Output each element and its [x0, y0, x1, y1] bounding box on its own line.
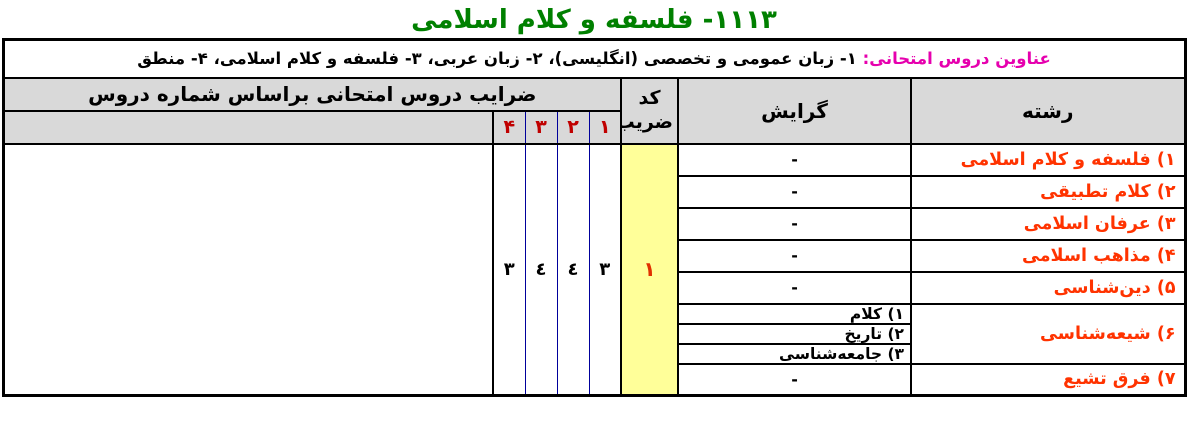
- table-row: ۷) فرق تشیع -: [3, 362, 1187, 397]
- orientation-value: -: [677, 270, 913, 305]
- exam-subjects-row: عناوین دروس امتحانی: ۱- زبان عمومی و تخص…: [1, 38, 1187, 79]
- coefficient-code-value: ۱: [620, 142, 680, 397]
- course-number-1: ۱: [588, 109, 623, 145]
- column-header-coefficient-code: کد ضریب: [620, 76, 680, 145]
- header-row: رشته گرایش کد ضریب ضرایب دروس امتحانی بر…: [1, 76, 1187, 145]
- page-title: ۱۱۱۳- فلسفه و کلام اسلامی: [411, 5, 777, 35]
- table-row: ۵) دین‌شناسی -: [3, 270, 1187, 305]
- exam-coefficients-table: عناوین دروس امتحانی: ۱- زبان عمومی و تخص…: [1, 38, 1187, 397]
- orientation-value: -: [677, 142, 913, 177]
- table-row: ۲) کلام تطبیقی -: [3, 174, 1187, 209]
- column-header-coefficients: ضرایب دروس امتحانی براساس شماره دروس: [1, 76, 623, 112]
- table-row: ۳) عرفان اسلامی -: [3, 206, 1187, 241]
- subheader-empty-cell: [1, 109, 495, 145]
- field-name: ۴) مذاهب اسلامی: [910, 238, 1187, 273]
- table-row: ۶) شیعه‌شناسی ۱) کلام: [3, 302, 1187, 365]
- column-header-orientation: گرایش: [677, 76, 913, 145]
- coefficient-course-2: ٤: [556, 142, 590, 397]
- column-header-field: رشته: [910, 76, 1187, 145]
- orientation-value: ۲) تاریخ: [677, 322, 913, 345]
- coefficient-course-4: ۳: [492, 142, 526, 397]
- orientation-value: -: [677, 238, 913, 273]
- table-row: ۴) مذاهب اسلامی -: [3, 238, 1187, 273]
- field-name: ۷) فرق تشیع: [910, 362, 1187, 397]
- exam-subjects-cell: عناوین دروس امتحانی: ۱- زبان عمومی و تخص…: [1, 38, 1187, 79]
- exam-subjects-text: ۱- زبان عمومی و تخصصی (انگلیسی)، ۲- زبان…: [137, 49, 863, 69]
- field-name: ۳) عرفان اسلامی: [910, 206, 1187, 241]
- coefficient-course-1: ۳: [588, 142, 623, 397]
- orientation-value: -: [677, 174, 913, 209]
- course-number-2: ۲: [556, 109, 590, 145]
- course-number-3: ۳: [524, 109, 558, 145]
- field-name: ۱) فلسفه و کلام اسلامی: [910, 142, 1187, 177]
- field-name: ۵) دین‌شناسی: [910, 270, 1187, 305]
- field-name: ۲) کلام تطبیقی: [910, 174, 1187, 209]
- orientation-value: -: [677, 206, 913, 241]
- course-numbers-row: ۱ ۲ ۳ ۴: [1, 109, 1185, 145]
- course-number-4: ۴: [492, 109, 526, 145]
- exam-subjects-label: عناوین دروس امتحانی:: [862, 49, 1051, 69]
- orientation-value: ۳) جامعه‌شناسی: [677, 342, 913, 365]
- orientation-value: ۱) کلام: [677, 302, 913, 325]
- body-empty-cell: [1, 142, 495, 397]
- field-name: ۶) شیعه‌شناسی: [910, 302, 1187, 365]
- table-row: ۳) جامعه‌شناسی: [3, 342, 1185, 365]
- orientation-value: -: [677, 362, 913, 397]
- coefficient-course-3: ٤: [524, 142, 558, 397]
- table-row: ۲) تاریخ: [3, 322, 1185, 345]
- table-row: ۱) فلسفه و کلام اسلامی - ۱ ۳ ٤ ٤ ۳: [1, 142, 1187, 397]
